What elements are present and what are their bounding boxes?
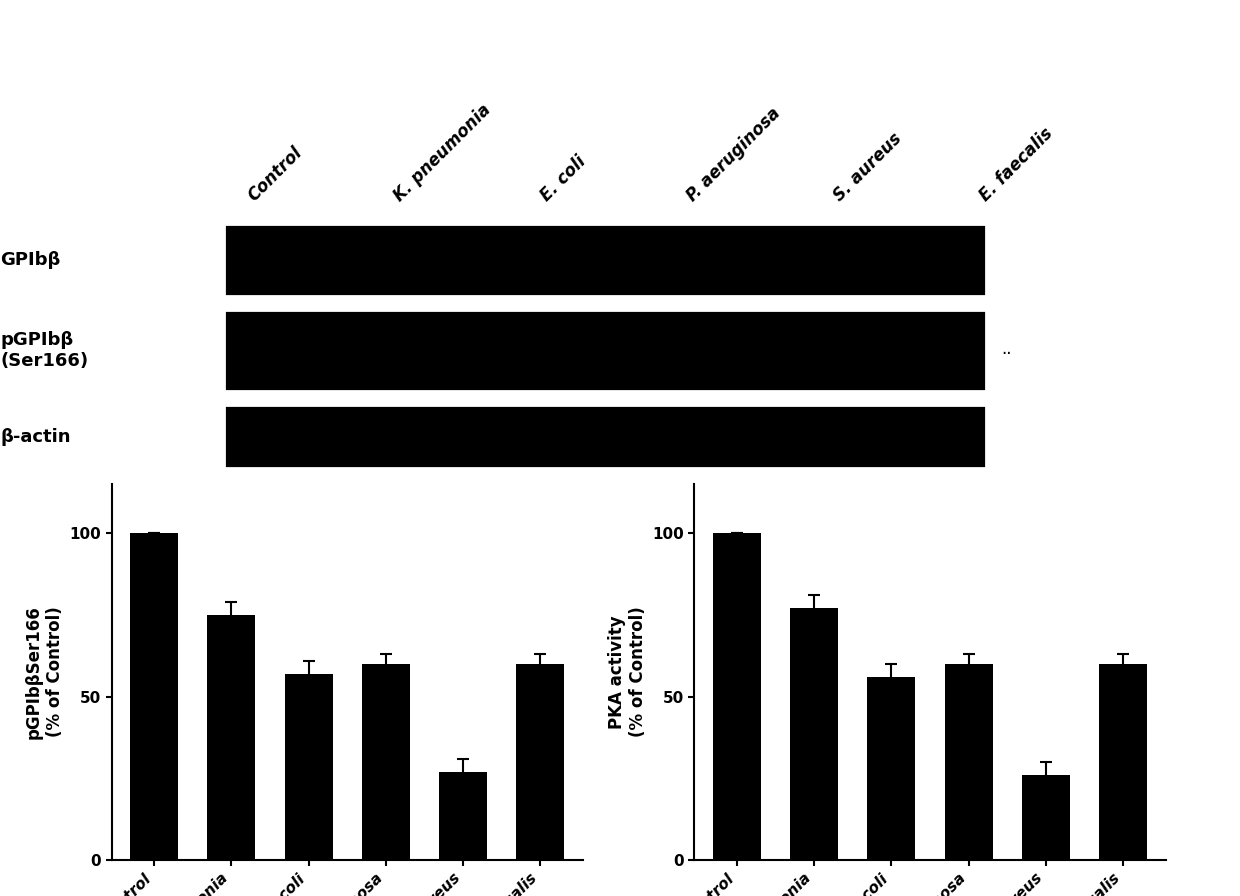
Bar xyxy=(1099,664,1147,860)
Bar xyxy=(285,674,332,860)
Bar xyxy=(868,676,915,860)
Text: K. pneumonia: K. pneumonia xyxy=(391,100,495,205)
Bar xyxy=(439,771,487,860)
Bar xyxy=(945,664,992,860)
Text: E. faecalis: E. faecalis xyxy=(976,125,1056,205)
FancyBboxPatch shape xyxy=(223,405,986,469)
Text: E. coli: E. coli xyxy=(537,152,589,205)
Bar xyxy=(1022,775,1070,860)
Text: pGPIbβ
(Ser166): pGPIbβ (Ser166) xyxy=(0,332,88,370)
FancyBboxPatch shape xyxy=(223,310,986,392)
Text: GPIbβ: GPIbβ xyxy=(0,251,61,269)
Text: P. aeruginosa: P. aeruginosa xyxy=(683,104,784,205)
Bar xyxy=(713,533,761,860)
Bar xyxy=(790,608,838,860)
Text: β-actin: β-actin xyxy=(0,427,71,446)
Text: S. aureus: S. aureus xyxy=(830,130,905,205)
Text: Control: Control xyxy=(244,143,305,205)
Bar xyxy=(207,615,255,860)
Text: ..: .. xyxy=(1002,340,1012,358)
Bar xyxy=(362,664,409,860)
FancyBboxPatch shape xyxy=(223,224,986,296)
Bar xyxy=(130,533,179,860)
Y-axis label: pGPIbβSer166
(% of Control): pGPIbβSer166 (% of Control) xyxy=(25,605,64,739)
Bar xyxy=(516,664,564,860)
Y-axis label: PKA activity
(% of Control): PKA activity (% of Control) xyxy=(608,607,647,737)
